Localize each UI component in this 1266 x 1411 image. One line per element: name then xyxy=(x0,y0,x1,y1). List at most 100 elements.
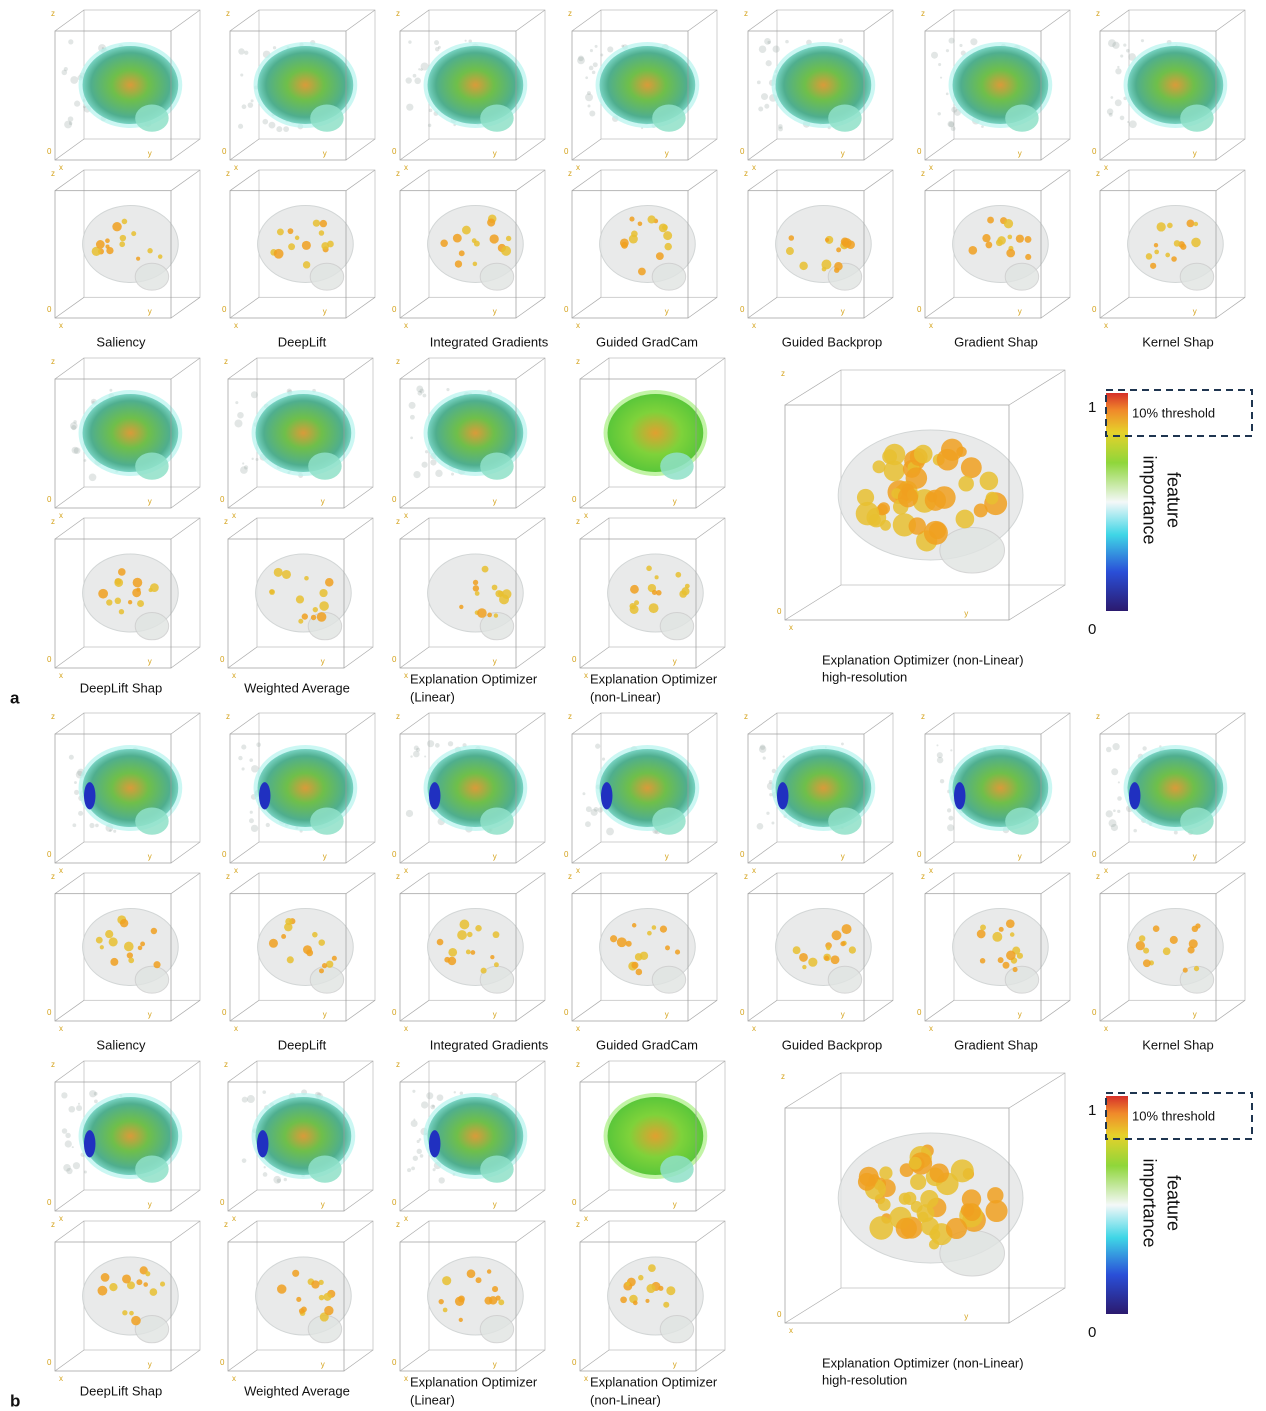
axis-z: z xyxy=(744,9,748,18)
cerebellum xyxy=(660,452,694,480)
noise-dot xyxy=(936,756,944,764)
cube-edge xyxy=(399,999,430,1022)
axis-x: x xyxy=(929,321,933,330)
threshold-box xyxy=(1105,1092,1253,1140)
importance-spot xyxy=(1003,219,1014,229)
axis-z: z xyxy=(576,1220,580,1229)
axis-x: x xyxy=(752,321,756,330)
importance-spot xyxy=(492,931,500,939)
noise-dot xyxy=(762,756,766,760)
cube-front xyxy=(399,538,517,669)
colorbar-min: 0 xyxy=(1088,1324,1096,1341)
importance-spot xyxy=(149,1288,158,1296)
cerebellum xyxy=(135,1155,169,1183)
noise-dot xyxy=(1105,746,1112,753)
importance-spot xyxy=(1006,248,1016,258)
axis-x: x xyxy=(232,511,236,520)
noise-dot xyxy=(940,76,943,79)
importance-spot xyxy=(288,243,296,251)
render-cell: z 0x y xyxy=(220,1060,374,1223)
importance-spot xyxy=(296,1296,302,1302)
brain xyxy=(599,749,696,827)
importance-spot xyxy=(997,236,1006,245)
render-cell: z 0x y xyxy=(47,1060,201,1223)
cube-edge xyxy=(687,712,718,735)
importance-spot xyxy=(136,256,141,261)
noise-dot xyxy=(68,1105,76,1113)
importance-spot xyxy=(447,956,457,966)
axis-y: y xyxy=(321,1360,325,1369)
importance-spot xyxy=(442,1307,448,1313)
noise-dot xyxy=(1113,809,1116,812)
cube-edge xyxy=(784,1287,842,1324)
noise-dot xyxy=(758,745,767,753)
importance-spot xyxy=(459,604,464,610)
importance-spot xyxy=(1169,935,1178,944)
cube-edge xyxy=(345,712,376,735)
noise-dot xyxy=(601,757,606,761)
render-cell: z 0x y xyxy=(572,357,726,520)
cube-front xyxy=(747,893,865,1022)
importance-spot xyxy=(1150,262,1157,269)
noise-dot xyxy=(70,422,78,430)
importance-spot xyxy=(318,939,325,946)
noise-dot xyxy=(585,821,591,828)
axis-origin: 0 xyxy=(564,1008,569,1017)
cerebellum xyxy=(308,1155,342,1183)
brain xyxy=(775,749,872,827)
cube-edge xyxy=(687,9,718,32)
cube-edge xyxy=(343,1220,374,1243)
importance-spot xyxy=(897,487,919,508)
cube-edge xyxy=(229,999,260,1022)
noise-dot xyxy=(760,93,768,101)
axis-x: x xyxy=(59,1374,63,1383)
cube-edge xyxy=(54,486,85,509)
cube-edge xyxy=(687,169,718,192)
noise-dot xyxy=(1123,43,1127,47)
importance-spot xyxy=(883,443,906,466)
cube-edge xyxy=(170,872,201,895)
cube-edge xyxy=(1008,1287,1066,1324)
noise-dot xyxy=(1106,108,1114,115)
cube-edge xyxy=(1215,138,1246,161)
render-cell: z 0x y xyxy=(392,169,546,330)
importance-spot xyxy=(110,957,119,966)
cube-edge xyxy=(747,169,778,192)
method-label: Kernel Shap xyxy=(1142,334,1214,349)
cube-edge xyxy=(695,1220,726,1243)
axis-y: y xyxy=(1193,149,1197,158)
cube-edge xyxy=(515,357,546,380)
importance-spot xyxy=(646,565,652,572)
cube-edge xyxy=(1008,369,1066,406)
importance-spot xyxy=(477,608,487,618)
importance-spot xyxy=(326,960,334,968)
axis-x: x xyxy=(59,321,63,330)
axis-origin: 0 xyxy=(392,1358,397,1367)
importance-spot xyxy=(620,1296,627,1304)
noise-dot xyxy=(83,1170,87,1174)
importance-spot xyxy=(985,241,993,249)
axis-x: x xyxy=(584,511,588,520)
cube-edge xyxy=(54,841,85,864)
importance-spot xyxy=(436,938,444,946)
importance-spot xyxy=(121,218,128,225)
importance-spot xyxy=(1180,243,1187,250)
render-cell: z 0x y xyxy=(220,517,374,680)
axis-z: z xyxy=(744,712,748,721)
cube-edge xyxy=(343,646,374,669)
noise-dot xyxy=(841,742,844,746)
cube-edge xyxy=(343,486,374,509)
noise-dot xyxy=(768,780,773,784)
importance-spot xyxy=(821,266,827,272)
importance-spot xyxy=(319,588,328,598)
cerebellum xyxy=(1180,104,1214,132)
importance-spot xyxy=(681,587,690,596)
axis-y: y xyxy=(493,1360,497,1369)
importance-spot xyxy=(856,488,875,507)
cerebellum xyxy=(659,612,695,641)
axis-z: z xyxy=(51,517,55,526)
importance-spot xyxy=(834,261,843,271)
noise-dot xyxy=(63,1164,71,1172)
noise-dot xyxy=(1133,828,1137,833)
importance-spot xyxy=(312,606,318,613)
